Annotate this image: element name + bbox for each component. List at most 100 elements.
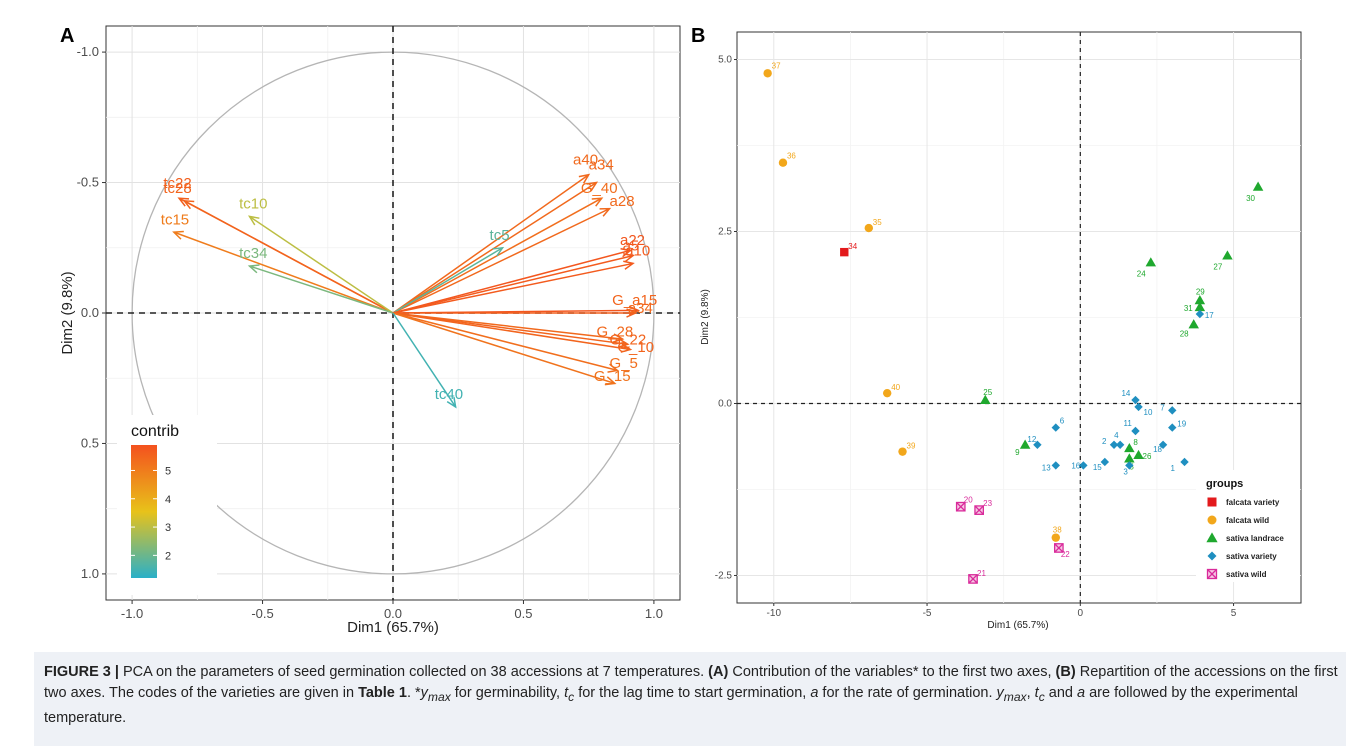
variable-label: G_28: [597, 323, 634, 340]
legend-tick-label: 4: [165, 494, 171, 506]
legend-tick-label: 5: [165, 465, 171, 477]
accession-point-21-cross: [968, 574, 978, 584]
accession-point-38: [1051, 533, 1060, 542]
groups-legend-key: [1207, 497, 1217, 507]
variable-arrowhead-tc34: [247, 264, 260, 274]
variable-label: G_40: [581, 180, 618, 197]
accession-point-37: [763, 69, 772, 78]
accession-point-5: [1124, 453, 1135, 463]
groups-legend-label: falcata variety: [1226, 498, 1280, 507]
caption-text: for the lag time to start germination,: [574, 685, 811, 701]
groups-legend-key-cross: [1207, 569, 1217, 579]
caption-var-sub: c: [568, 689, 575, 704]
groups-legend-label: sativa variety: [1226, 552, 1277, 561]
x-tick-label: 0.5: [514, 606, 532, 621]
accession-point-4: [1115, 440, 1125, 449]
x-tick-label: 0.0: [384, 606, 402, 621]
caption-text: are followed by the experimental tempera…: [44, 685, 1298, 726]
accession-label: 21: [977, 569, 986, 578]
caption-figure-label: FIGURE 3 |: [44, 664, 119, 680]
panel-letter-a: A: [60, 25, 74, 47]
variable-label: tc22: [163, 175, 191, 192]
caption-var-tc: t: [1034, 685, 1039, 701]
variable-arrowhead-G_5: [607, 363, 620, 373]
accession-label: 20: [964, 496, 973, 505]
accession-point-28: [1188, 319, 1199, 329]
variable-arrow-G_22: [392, 312, 628, 346]
y-tick-label: 1.0: [81, 566, 99, 581]
variable-arrow-tc5: [392, 247, 503, 314]
accession-label: 23: [983, 499, 992, 508]
variable-arrow-a34: [392, 181, 597, 314]
caption-text: ,: [1026, 685, 1035, 701]
y-tick-label: 2.5: [718, 227, 732, 238]
accession-point-29: [1194, 295, 1206, 305]
accession-label: 13: [1042, 463, 1051, 472]
variable-label: tc28: [163, 180, 191, 197]
panel-b-grid: [737, 32, 1301, 603]
variable-arrowhead-G_10: [620, 343, 633, 353]
variable-arrow-tc34: [249, 265, 394, 314]
accession-label: 2: [1102, 437, 1107, 446]
accession-label: 14: [1121, 389, 1130, 398]
variable-label: a22: [620, 232, 645, 249]
variable-arrowhead-G_40: [591, 197, 604, 207]
variable-arrow-tc40: [392, 312, 457, 408]
x-tick-label: -0.5: [251, 606, 273, 621]
accession-point-19: [1168, 423, 1177, 432]
variable-arrow-tc28: [183, 200, 394, 314]
variable-arrowhead-a34: [586, 181, 599, 192]
accession-label: 22: [1061, 550, 1070, 559]
variable-arrowhead-tc5: [492, 246, 505, 257]
variable-arrowhead-tc40: [446, 396, 457, 409]
accession-label: 4: [1114, 431, 1119, 440]
caption-var-sub: max: [1003, 689, 1027, 704]
caption-var-ymax: y: [996, 685, 1004, 701]
accession-point-15: [1100, 457, 1110, 467]
caption-var-sub: c: [1038, 689, 1045, 704]
variable-arrowhead-G_28: [612, 333, 625, 343]
accession-label: 15: [1093, 463, 1102, 472]
caption-text: for germinability,: [450, 685, 565, 701]
accession-point-16: [1079, 461, 1088, 470]
accession-label: 34: [848, 242, 857, 251]
variable-arrowhead-tc28: [182, 199, 195, 210]
caption-background: [34, 652, 1346, 746]
variable-label: a34: [589, 157, 614, 174]
figure-3: A B -1.0 -0.5 0.0 0.5 1.0 -1.0 -0.5 0.0 0.5 1.0 t…: [59, 25, 1302, 636]
y-tick-label: -2.5: [715, 570, 733, 581]
accession-label: 25: [983, 388, 992, 397]
accession-label: 26: [1143, 452, 1152, 461]
contrib-legend: contrib 5 4 3 2: [117, 415, 217, 595]
variable-label: G_5: [610, 355, 638, 372]
panel-b-x-axis-label: Dim1 (65.7%): [987, 620, 1048, 631]
panel-b-y-axis-label: Dim2 (9.8%): [700, 289, 711, 345]
groups-legend-key: [1207, 515, 1217, 525]
accession-label: 19: [1177, 420, 1186, 429]
variable-label: a40: [573, 151, 598, 168]
accession-label: 39: [907, 442, 916, 451]
accession-label: 17: [1205, 311, 1214, 320]
variable-arrow-G_15: [392, 312, 615, 385]
accession-point-35: [864, 223, 874, 233]
accession-point-9: [1019, 439, 1031, 449]
groups-legend-key: [1207, 551, 1217, 561]
variable-arrowhead-tc22: [177, 197, 190, 207]
accession-point-10: [1134, 402, 1143, 412]
legend-tick-label: 3: [165, 522, 171, 534]
accession-label: 37: [772, 61, 781, 70]
accession-point-25: [980, 394, 991, 404]
accession-point-14: [1131, 395, 1140, 405]
accession-label: 10: [1144, 408, 1153, 417]
variable-arrow-a5: [392, 254, 634, 314]
variable-arrowhead-G_22: [618, 338, 630, 348]
variable-arrowhead-a40: [578, 173, 591, 184]
accession-label: 40: [891, 383, 900, 392]
x-tick-label: 5: [1231, 608, 1237, 619]
panel-letter-b: B: [691, 25, 705, 47]
groups-legend-key: [1206, 532, 1218, 543]
accession-point-24: [1145, 257, 1157, 267]
variable-label: tc40: [435, 386, 463, 403]
accession-point-23-cross: [974, 505, 984, 515]
accession-label: 36: [787, 152, 796, 161]
